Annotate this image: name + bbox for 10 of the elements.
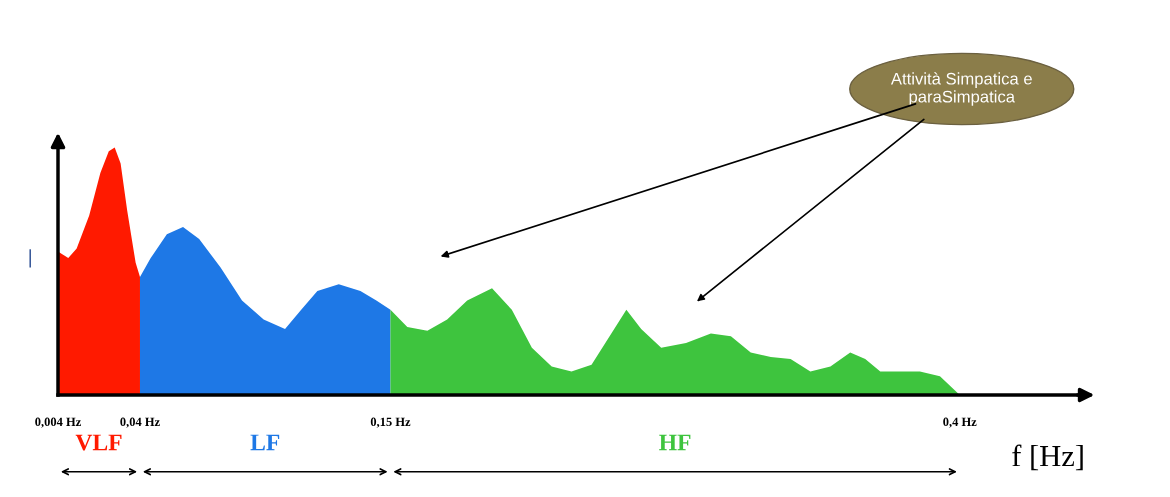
y-axis-title: | bbox=[29, 249, 32, 268]
x-axis-title: f [Hz] bbox=[1012, 444, 1083, 471]
series-label: VLF bbox=[75, 434, 122, 451]
x-tick-label: 0,04 Hz bbox=[120, 417, 160, 428]
x-tick-label: 0,15 Hz bbox=[370, 417, 411, 428]
series-label: LF bbox=[250, 434, 280, 451]
text: Attività Simpatica e paraSimpatica bbox=[890, 72, 1032, 106]
x-tick-label: 0,004 Hz bbox=[35, 417, 81, 428]
x-tick-label: 0,4 Hz bbox=[943, 417, 977, 428]
series-label: HF bbox=[659, 434, 691, 451]
